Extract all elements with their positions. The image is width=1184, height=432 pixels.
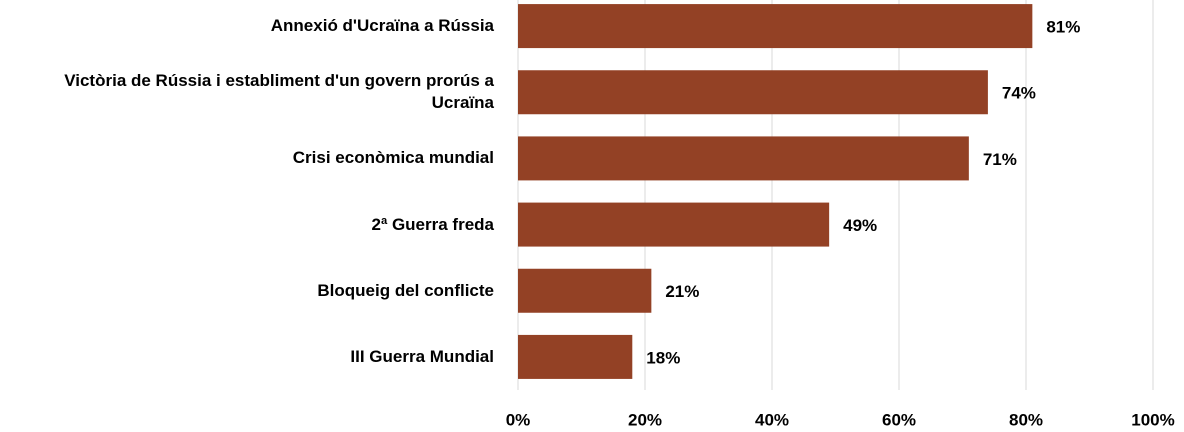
bar xyxy=(518,70,988,115)
value-label: 81% xyxy=(1046,18,1080,37)
y-tick-label: 2ª Guerra freda xyxy=(371,214,494,234)
bar xyxy=(518,202,830,247)
value-label: 71% xyxy=(983,150,1017,169)
y-tick-label: III Guerra Mundial xyxy=(350,346,494,366)
x-tick-label: 60% xyxy=(882,410,916,429)
y-tick-label: Crisi econòmica mundial xyxy=(292,148,494,168)
value-label: 49% xyxy=(843,216,877,235)
x-tick-label: 80% xyxy=(1009,410,1043,429)
value-label: 18% xyxy=(646,348,680,367)
x-tick-label: 100% xyxy=(1131,410,1174,429)
bar xyxy=(518,334,633,379)
value-label: 21% xyxy=(665,282,699,301)
x-tick-label: 20% xyxy=(628,410,662,429)
bar xyxy=(518,136,969,181)
bar xyxy=(518,268,652,313)
value-label: 74% xyxy=(1002,84,1036,103)
x-tick-label: 40% xyxy=(755,410,789,429)
y-tick-label: Annexió d'Ucraïna a Rússia xyxy=(270,16,494,36)
bar xyxy=(518,4,1033,49)
y-tick-label: Victòria de Rússia i establiment d'un go… xyxy=(64,71,494,113)
x-tick-label: 0% xyxy=(506,410,531,429)
y-tick-label: Bloqueig del conflicte xyxy=(317,280,494,300)
